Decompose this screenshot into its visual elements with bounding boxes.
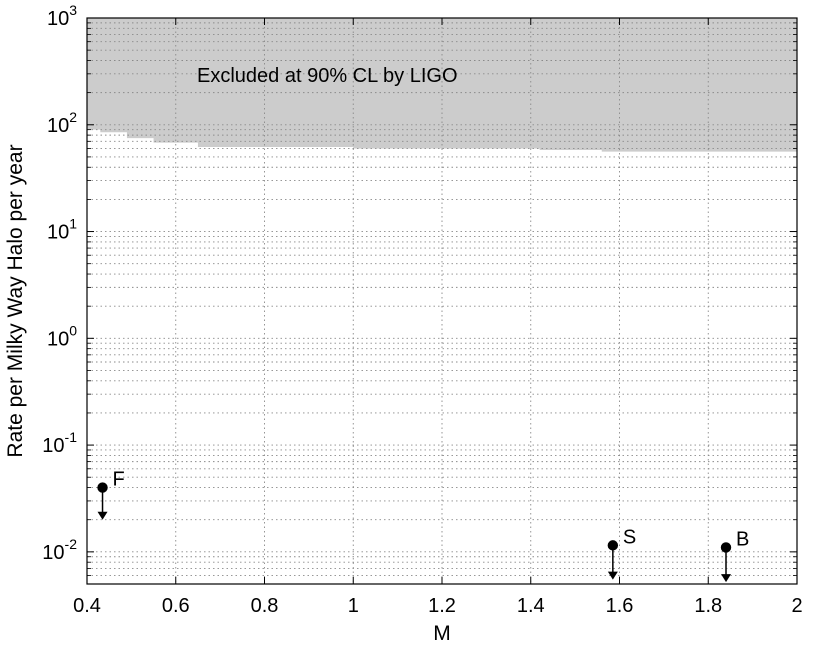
x-tick-label: 1.6	[606, 595, 634, 617]
x-tick-label: 2	[791, 595, 802, 617]
y-tick-label: 102	[47, 109, 77, 137]
data-point-label-S: S	[623, 526, 636, 548]
excluded-region-label: Excluded at 90% CL by LIGO	[197, 65, 458, 87]
data-point-label-F: F	[113, 469, 125, 491]
y-tick-base: 10	[42, 542, 64, 564]
y-tick-exponent: 0	[69, 322, 77, 338]
y-tick-label: 103	[47, 2, 77, 30]
x-tick-label: 0.4	[73, 595, 101, 617]
grid-layer	[87, 18, 797, 584]
y-tick-base: 10	[47, 115, 69, 137]
y-tick-label: 100	[47, 322, 77, 350]
data-point-F	[97, 482, 108, 493]
data-point-B	[720, 542, 732, 553]
data-point-S	[607, 540, 619, 551]
x-tick-label: 0.6	[162, 595, 190, 617]
limit-arrowhead-F	[97, 511, 108, 520]
y-tick-base: 10	[47, 8, 69, 30]
y-tick-exponent: 1	[69, 216, 77, 232]
y-tick-label: 10-1	[42, 429, 77, 457]
x-tick-label: 1.2	[428, 595, 456, 617]
y-tick-label: 101	[47, 216, 77, 244]
x-tick-label: 0.8	[251, 595, 279, 617]
points-layer: F S B	[97, 469, 749, 583]
data-point-label-B: B	[736, 528, 749, 550]
y-tick-exponent: 2	[69, 109, 77, 125]
y-tick-exponent: -2	[65, 536, 78, 552]
y-tick-exponent: 3	[69, 2, 77, 18]
x-tick-label: 1.8	[694, 595, 722, 617]
y-tick-label: 10-2	[42, 536, 77, 564]
x-tick-label: 1.4	[517, 595, 545, 617]
x-axis-label: M	[433, 622, 451, 645]
limit-arrowhead-S	[607, 571, 618, 580]
y-axis-label: Rate per Milky Way Halo per year	[4, 144, 27, 457]
y-tick-base: 10	[47, 222, 69, 244]
axes-layer: 0.4 0.6 0.8 1 1.2 1.4 1.6 1.8 210-210-1100101102…	[42, 2, 802, 617]
y-tick-base: 10	[42, 435, 64, 457]
limit-arrowhead-B	[721, 574, 731, 583]
y-tick-base: 10	[47, 328, 69, 350]
x-tick-label: 1	[348, 595, 359, 617]
y-tick-exponent: -1	[65, 429, 78, 445]
